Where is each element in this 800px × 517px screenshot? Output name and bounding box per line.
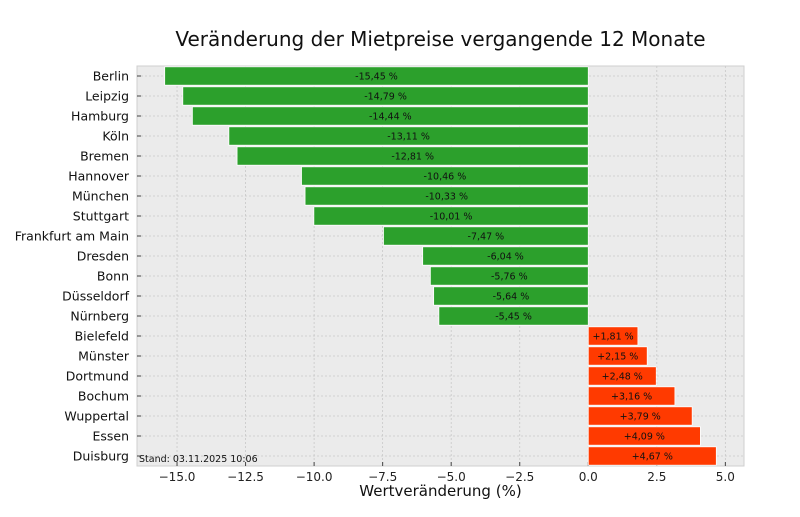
data-label: -14,44 % [369, 112, 412, 123]
bar-münchen [304, 186, 589, 206]
bar-duisburg [587, 446, 717, 466]
x-tick-label: 0.0 [579, 470, 598, 484]
bar-hamburg [191, 106, 589, 126]
bar-köln [228, 126, 589, 146]
y-tick-label: München [72, 189, 129, 204]
y-tick-label: Bochum [78, 389, 129, 404]
x-axis-label: Wertveränderung (%) [359, 482, 522, 500]
y-tick-label: Essen [92, 429, 129, 444]
data-label: +1,81 % [593, 332, 634, 343]
data-label: -5,76 % [491, 272, 528, 283]
plot-background [136, 65, 745, 467]
bar-münster [587, 346, 648, 366]
x-tick-label: −12.5 [227, 470, 264, 484]
bar-leipzig [182, 86, 589, 106]
x-tick-label: −5.0 [437, 470, 466, 484]
y-tick-label: Dresden [77, 249, 129, 264]
y-tick-label: Nürnberg [70, 309, 129, 324]
data-label: -7,47 % [468, 232, 505, 243]
y-tick-label: Wuppertal [64, 409, 129, 424]
y-tick-label: Köln [102, 129, 129, 144]
y-tick-label: Hannover [68, 169, 130, 184]
x-tick-label: 5.0 [716, 470, 735, 484]
bar-nürnberg [438, 306, 589, 326]
data-label: +4,09 % [624, 432, 665, 443]
y-tick-label: Frankfurt am Main [15, 229, 129, 244]
data-label: -12,81 % [391, 152, 434, 163]
data-label: -6,04 % [487, 252, 524, 263]
data-label: +2,48 % [602, 372, 643, 383]
data-label: -10,01 % [430, 212, 473, 223]
data-label: -15,45 % [355, 72, 398, 83]
y-tick-label: Bielefeld [75, 329, 129, 344]
bar-bremen [236, 146, 589, 166]
y-tick-label: Leipzig [85, 89, 129, 104]
x-tick-label: −2.5 [505, 470, 534, 484]
y-tick-label: Bremen [80, 149, 129, 164]
data-label: +3,16 % [611, 392, 652, 403]
x-tick-label: 2.5 [647, 470, 666, 484]
y-tick-label: Düsseldorf [62, 289, 129, 304]
y-tick-label: Bonn [97, 269, 129, 284]
y-tick-label: Berlin [93, 69, 129, 84]
bar-wuppertal [587, 406, 693, 426]
x-tick-label: −15.0 [159, 470, 196, 484]
data-label: -10,33 % [425, 192, 468, 203]
bar-düsseldorf [433, 286, 589, 306]
data-label: +3,79 % [620, 412, 661, 423]
bar-hannover [301, 166, 589, 186]
bar-bonn [429, 266, 589, 286]
y-tick-label: Münster [78, 349, 130, 364]
bar-frankfurt-am-main [383, 226, 589, 246]
data-label: -5,64 % [493, 292, 530, 303]
data-label: +4,67 % [632, 452, 673, 463]
timestamp-annotation: Stand: 03.11.2025 10:06 [139, 454, 258, 465]
y-tick-label: Duisburg [73, 449, 129, 464]
data-label: -13,11 % [387, 132, 430, 143]
bar-stuttgart [313, 206, 589, 226]
data-label: -10,46 % [424, 172, 467, 183]
x-tick-label: −7.5 [368, 470, 397, 484]
data-label: +2,15 % [597, 352, 638, 363]
y-tick-label: Stuttgart [73, 209, 129, 224]
data-label: -14,79 % [364, 92, 407, 103]
bar-bielefeld [587, 326, 639, 346]
x-tick-label: −10.0 [296, 470, 333, 484]
bar-dortmund [587, 366, 657, 386]
y-tick-label: Dortmund [66, 369, 129, 384]
y-tick-label: Hamburg [71, 109, 129, 124]
bar-berlin [164, 66, 589, 86]
chart-title: Veränderung der Mietpreise vergangende 1… [175, 27, 706, 51]
data-label: -5,45 % [495, 312, 532, 323]
bar-bochum [587, 386, 676, 406]
bar-essen [587, 426, 701, 446]
bar-dresden [422, 246, 589, 266]
